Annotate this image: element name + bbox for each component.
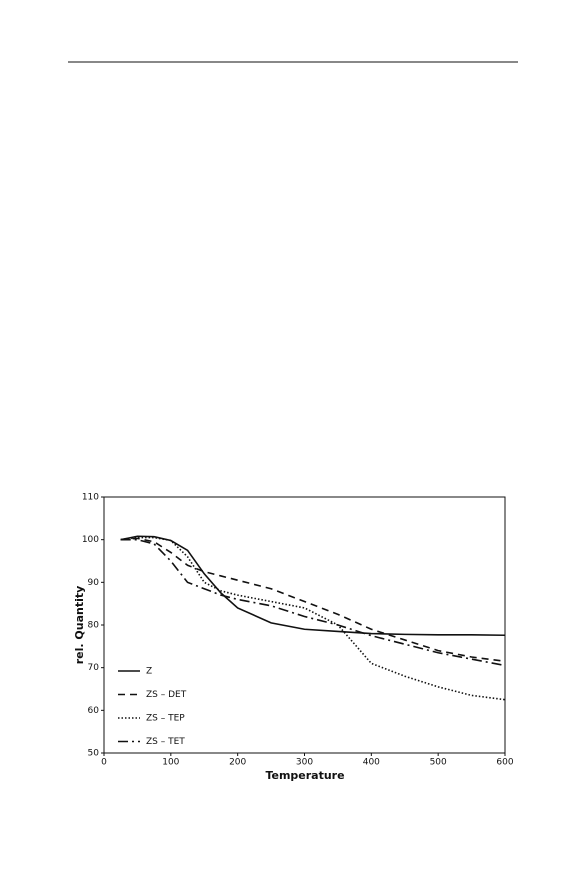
- x-tick-label: 0: [101, 758, 107, 768]
- series-line: [120, 536, 506, 701]
- x-axis-title: Temperature: [265, 769, 344, 782]
- x-tick-label: 500: [430, 758, 447, 768]
- legend-label: ZS – TET: [146, 737, 185, 747]
- y-tick-label: 90: [88, 578, 100, 588]
- x-tick-label: 100: [162, 758, 179, 768]
- y-tick-label: 100: [82, 535, 99, 545]
- legend-label: ZS – DET: [146, 690, 187, 700]
- series-line: [120, 535, 506, 637]
- y-tick-label: 50: [88, 749, 100, 759]
- x-tick-label: 600: [496, 758, 513, 768]
- series-line: [120, 538, 506, 667]
- y-tick-label: 70: [88, 663, 100, 673]
- x-tick-label: 400: [363, 758, 380, 768]
- legend-label: ZS – TEP: [146, 714, 185, 724]
- y-tick-label: 60: [88, 706, 100, 716]
- series-line: [120, 537, 506, 663]
- x-tick-label: 200: [229, 758, 246, 768]
- y-axis-title: rel. Quantity: [73, 586, 86, 665]
- y-tick-label: 80: [88, 621, 100, 631]
- x-tick-label: 300: [296, 758, 313, 768]
- y-tick-label: 110: [82, 493, 99, 503]
- legend-label: Z: [146, 667, 152, 677]
